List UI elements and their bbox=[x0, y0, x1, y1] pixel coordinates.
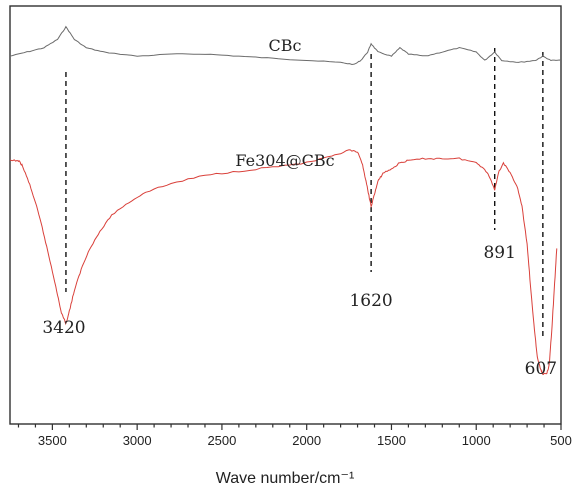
x-tick-label: 2000 bbox=[292, 433, 321, 448]
peak-label: 607 bbox=[525, 359, 557, 379]
peak-labels: 3420 1620 891 607 bbox=[42, 243, 557, 379]
x-tick-label: 1000 bbox=[462, 433, 491, 448]
series-line-cbc bbox=[9, 25, 562, 66]
x-tick-label: 3000 bbox=[123, 433, 152, 448]
series-labels: CBc Fe304@CBc bbox=[235, 36, 334, 170]
x-tick-label: 500 bbox=[550, 433, 572, 448]
x-axis-label: Wave number/cm⁻¹ bbox=[216, 470, 355, 487]
peak-label: 891 bbox=[483, 243, 515, 263]
peak-label: 1620 bbox=[349, 291, 392, 311]
peak-marker-lines bbox=[65, 48, 544, 340]
series-layer bbox=[9, 25, 562, 376]
series-label: CBc bbox=[269, 36, 302, 55]
series-line-fe3o4-cbc bbox=[9, 149, 558, 376]
x-tick-label: 3500 bbox=[38, 433, 67, 448]
series-label: Fe304@CBc bbox=[235, 151, 334, 170]
x-axis-ticks: 3500 3000 2500 2000 1500 1000 500 bbox=[17, 424, 572, 448]
plot-frame bbox=[9, 5, 562, 425]
x-tick-label: 1500 bbox=[377, 433, 406, 448]
peak-label: 3420 bbox=[42, 318, 85, 338]
x-tick-label: 2500 bbox=[207, 433, 236, 448]
